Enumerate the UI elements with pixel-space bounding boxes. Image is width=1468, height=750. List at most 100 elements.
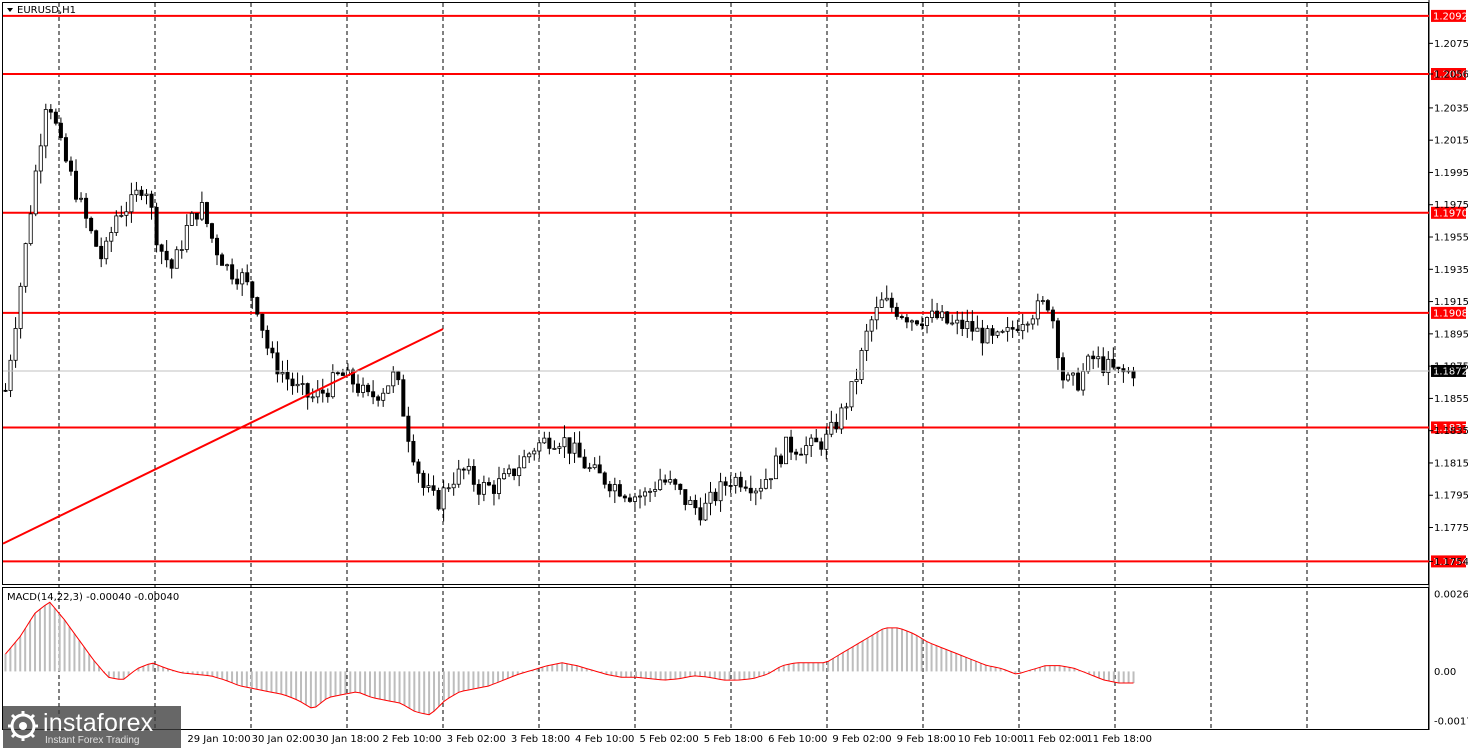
- candle-bear: [919, 323, 924, 326]
- candle-bear: [305, 383, 310, 398]
- candle-bear: [990, 328, 995, 336]
- candle-bull: [632, 496, 637, 502]
- candle-bull: [109, 232, 114, 242]
- candle-bear: [607, 483, 612, 492]
- candle-bear: [215, 237, 220, 256]
- candle-bull: [1040, 300, 1045, 302]
- candle-bull: [310, 396, 315, 399]
- level-price-label: 1.1908: [1433, 308, 1468, 319]
- candle-bull: [1020, 324, 1025, 332]
- y-tick-label: 1.1995: [1434, 168, 1468, 179]
- candle-bull: [643, 491, 648, 497]
- candle-bull: [507, 468, 512, 475]
- candle-bear: [602, 472, 607, 485]
- candle-bull: [174, 249, 179, 269]
- candle-bear: [582, 456, 587, 469]
- candle-bull: [995, 331, 1000, 336]
- candle-bull: [1096, 356, 1101, 360]
- candle-bear: [512, 468, 517, 477]
- candle-bear: [356, 383, 361, 393]
- candle-bear: [1060, 357, 1065, 381]
- candle-bull: [965, 321, 970, 329]
- level-price-label: 1.1970: [1433, 208, 1468, 219]
- x-tick-label: 30 Jan 18:00: [316, 734, 379, 745]
- level-price-label: 1.2056: [1433, 70, 1468, 81]
- candle-bear: [471, 466, 476, 485]
- candle-bull: [703, 502, 708, 521]
- candle-bear: [567, 437, 572, 454]
- candle-bear: [673, 479, 678, 485]
- candle-bear: [914, 320, 919, 325]
- candle-bear: [260, 313, 265, 331]
- current-price-label: 1.1872: [1433, 366, 1468, 377]
- candle-bear: [376, 396, 381, 401]
- candle-bear: [154, 206, 159, 246]
- candle-bear: [58, 122, 63, 138]
- candle-bull: [758, 487, 763, 492]
- candle-bear: [1121, 368, 1126, 373]
- candle-bull: [1005, 327, 1010, 332]
- candle-bull: [225, 264, 230, 267]
- candle-bull: [809, 437, 814, 446]
- candle-bull: [829, 421, 834, 435]
- candle-bear: [1010, 327, 1015, 330]
- x-tick-label: 10 Feb 10:00: [958, 734, 1024, 745]
- candle-bear: [698, 507, 703, 521]
- candle-bull: [859, 350, 864, 380]
- candle-bear: [164, 250, 169, 261]
- y-tick-label: 1.1955: [1434, 233, 1468, 244]
- candle-bear: [149, 193, 154, 208]
- candle-bull: [517, 467, 522, 477]
- candle-bull: [144, 193, 149, 196]
- x-tick-label: 6 Feb 10:00: [768, 734, 827, 745]
- y-tick-label: 1.2015: [1434, 136, 1468, 147]
- candle-bear: [960, 319, 965, 329]
- level-price-label: 1.1837: [1433, 423, 1468, 434]
- candle-bear: [1015, 328, 1020, 332]
- candle-bull: [124, 211, 129, 216]
- candle-bull: [502, 473, 507, 480]
- candle-bull: [849, 381, 854, 408]
- candle-bull: [189, 212, 194, 226]
- candle-bear: [622, 495, 627, 499]
- candle-bull: [456, 468, 461, 485]
- candle-bear: [476, 483, 481, 495]
- level-price-label: 1.1754: [1433, 557, 1468, 568]
- dropdown-triangle-icon[interactable]: [7, 8, 13, 12]
- logo-name: instaforex: [43, 709, 154, 737]
- x-tick-label: 9 Feb 18:00: [897, 734, 956, 745]
- candle-bear: [935, 310, 940, 319]
- macd-label: MACD(14,22,3) -0.00040 -0.00040: [7, 592, 179, 603]
- candle-bull: [552, 447, 557, 450]
- candle-bear: [169, 259, 174, 269]
- candle-bull: [1000, 330, 1005, 333]
- candle-bear: [627, 497, 632, 502]
- y-tick-label: 1.1895: [1434, 329, 1468, 340]
- candle-bear: [743, 486, 748, 489]
- candle-bull: [612, 484, 617, 492]
- candle-bear: [748, 487, 753, 494]
- candle-bull: [23, 243, 28, 287]
- candle-bear: [834, 421, 839, 430]
- candle-bear: [819, 441, 824, 450]
- candle-bear: [275, 352, 280, 375]
- y-tick-label: 1.2075: [1434, 39, 1468, 50]
- candle-bear: [48, 109, 53, 113]
- candle-bull: [8, 359, 13, 391]
- candle-bull: [804, 445, 809, 456]
- candle-bull: [134, 189, 139, 196]
- candle-bull: [773, 455, 778, 480]
- candle-bear: [461, 468, 466, 471]
- candle-bear: [53, 111, 58, 124]
- candle-bear: [617, 484, 622, 497]
- candle-bear: [1050, 309, 1055, 322]
- candle-bull: [658, 479, 663, 490]
- candle-bull: [446, 487, 451, 490]
- candle-bear: [1076, 372, 1081, 391]
- candle-bull: [381, 392, 386, 401]
- y-tick-label: 1.1855: [1434, 394, 1468, 405]
- candle-bull: [930, 310, 935, 318]
- y-tick-label: 1.1935: [1434, 265, 1468, 276]
- level-price-tag: [1431, 68, 1466, 81]
- macd-y-tick-label: 0.00267: [1434, 590, 1468, 601]
